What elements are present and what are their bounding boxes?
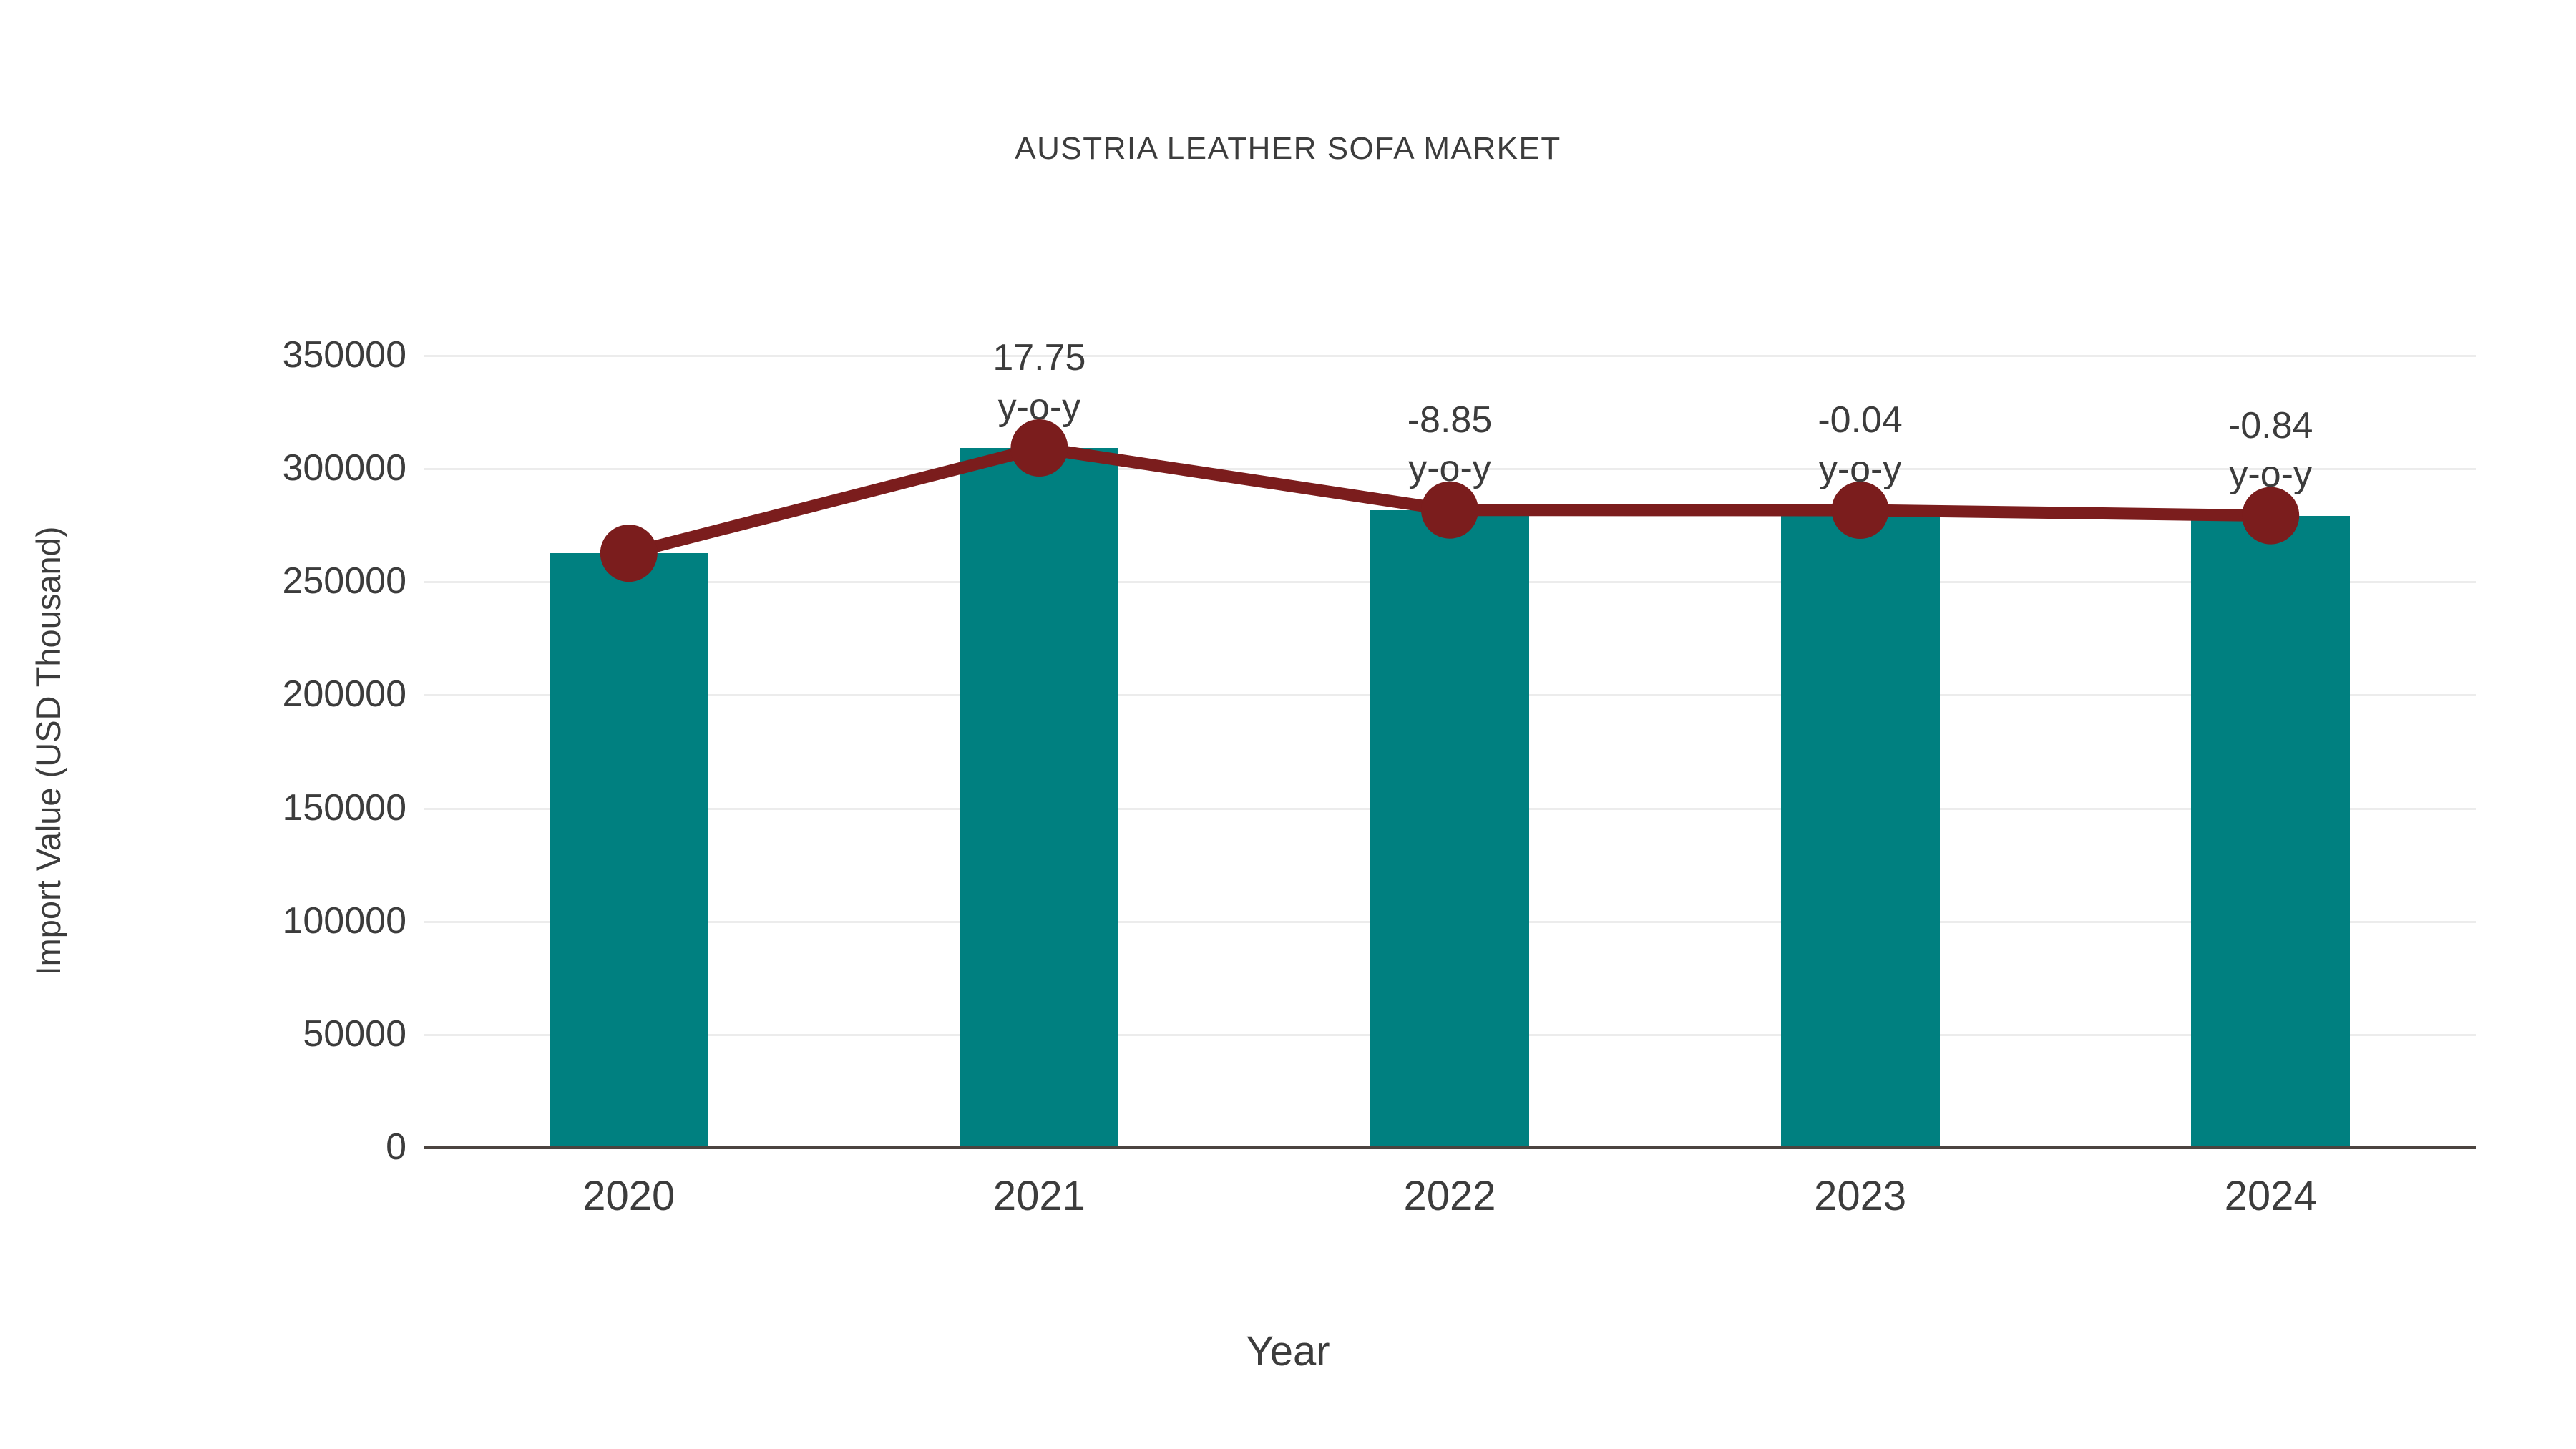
x-tick-label-2021: 2021 [992, 1173, 1085, 1219]
value-label-2022-number: -8.85 [1407, 399, 1493, 441]
x-tick-label-2023: 2023 [1814, 1173, 1907, 1219]
x-tick-label-2020: 2020 [582, 1173, 675, 1219]
value-label-2021-number: 17.75 [992, 336, 1086, 379]
y-tick-label-200000: 200000 [282, 673, 406, 716]
y-tick-label-100000: 100000 [282, 899, 406, 942]
value-label-2023-number: -0.04 [1818, 399, 1903, 441]
value-label-2022-suffix: y-o-y [1408, 448, 1491, 490]
value-label-2023: -0.04 y-o-y [1710, 396, 2011, 494]
y-tick-label-300000: 300000 [282, 447, 406, 489]
bar-2022[interactable] [1370, 509, 1529, 1147]
value-label-2023-suffix: y-o-y [1818, 448, 1902, 490]
x-axis-line [424, 1146, 2476, 1149]
x-tick-label-2022: 2022 [1403, 1173, 1496, 1219]
y-tick-label-150000: 150000 [282, 786, 406, 829]
bar-2021[interactable] [960, 448, 1119, 1147]
value-label-2024-number: -0.84 [2228, 404, 2313, 447]
chart-title: AUSTRIA LEATHER SOFA MARKET [1015, 131, 1561, 166]
bar-2023[interactable] [1780, 509, 1940, 1147]
value-label-2024: -0.84 y-o-y [2120, 401, 2421, 499]
value-label-2024-suffix: y-o-y [2229, 454, 2312, 496]
y-tick-label-250000: 250000 [282, 560, 406, 602]
bar-2020[interactable] [549, 553, 708, 1147]
y-tick-label-0: 0 [386, 1126, 406, 1168]
gridline-350000 [424, 355, 2476, 357]
y-tick-label-350000: 350000 [282, 334, 406, 376]
plot-area [424, 355, 2476, 1147]
y-tick-label-50000: 50000 [303, 1013, 406, 1055]
value-label-2021: 17.75 y-o-y [889, 333, 1189, 431]
value-label-2022: -8.85 y-o-y [1299, 396, 1600, 494]
value-label-2021-suffix: y-o-y [997, 386, 1081, 428]
x-tick-label-2024: 2024 [2224, 1173, 2317, 1219]
bar-2024[interactable] [2191, 515, 2351, 1147]
x-axis-title: Year [1246, 1328, 1330, 1375]
